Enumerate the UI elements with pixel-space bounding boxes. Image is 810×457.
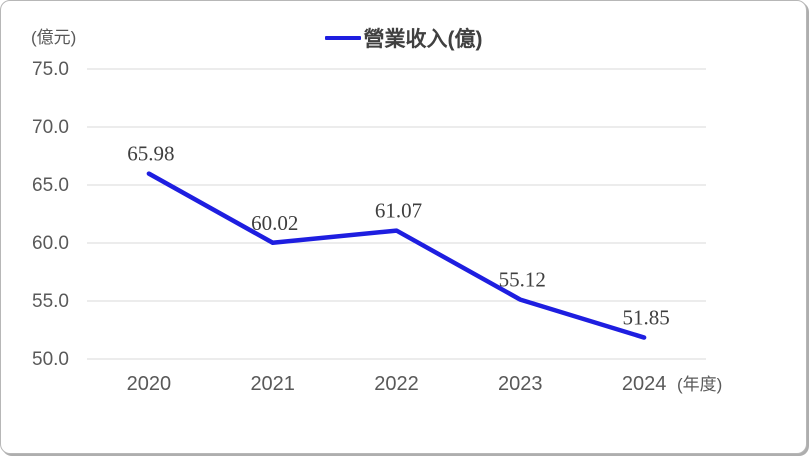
x-axis-tick-label: 2023 [498,373,543,395]
y-axis-tick-label: 55.0 [32,291,69,312]
y-axis-tick-label: 75.0 [32,59,69,80]
data-point-label: 51.85 [622,306,669,330]
data-point-label: 60.02 [251,211,298,235]
x-axis-tick-label: 2020 [127,373,172,395]
y-axis-unit-label: (億元) [31,28,77,47]
x-axis-unit-label: (年度) [677,375,722,394]
x-axis-tick-label: 2022 [374,373,419,395]
y-axis-tick-label: 50.0 [32,349,69,370]
legend-line-swatch [324,35,361,41]
data-point-label: 61.07 [375,199,422,223]
series-line [146,171,647,340]
data-point-label: 55.12 [499,268,546,292]
chart-legend[interactable]: 營業收入(億) [1,23,806,53]
y-axis-tick-label: 60.0 [32,233,69,254]
x-axis-tick-label: 2021 [250,373,295,395]
y-axis-tick-label: 70.0 [32,117,69,138]
legend-label: 營業收入(億) [363,28,483,51]
y-axis-tick-label: 65.0 [32,175,69,196]
x-axis-tick-label: 2024 [622,373,667,395]
data-point-label: 65.98 [127,142,174,166]
